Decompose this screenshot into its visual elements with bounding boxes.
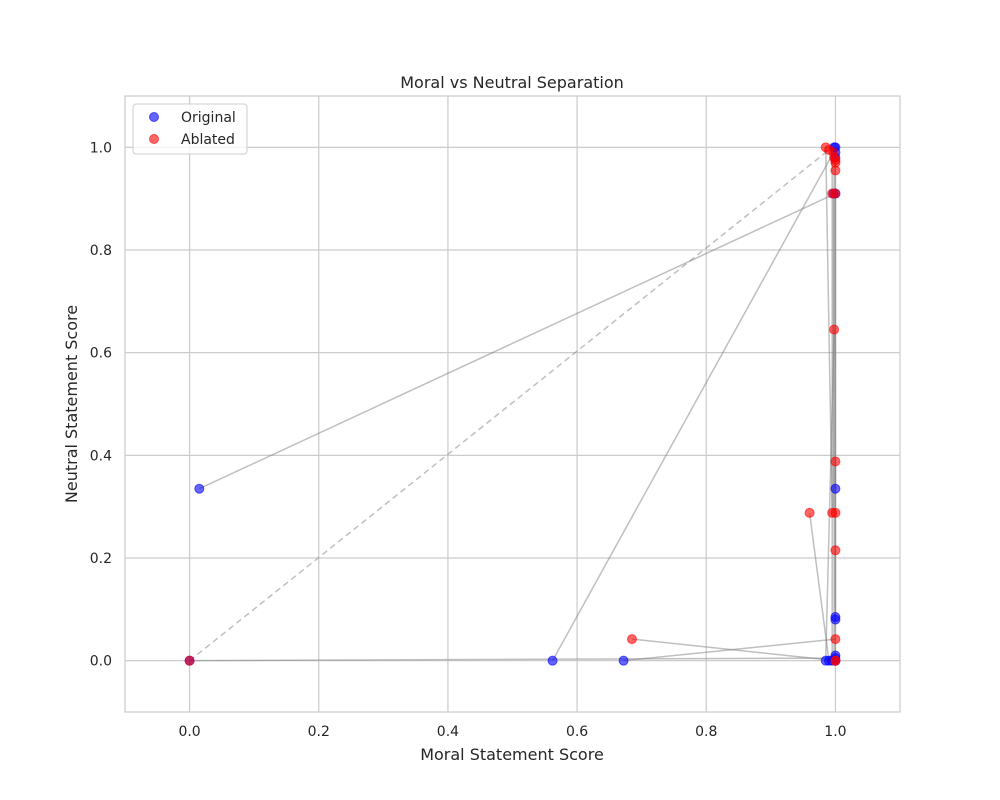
data-point-ablated [830,157,841,168]
data-point-original [194,483,205,494]
y-tick-label: 0.6 [90,346,112,362]
grid-lines [125,96,900,712]
legend-label-original: Original [181,110,236,126]
data-points [184,142,841,666]
x-tick-label: 0.0 [178,724,200,740]
data-point-ablated [830,545,841,556]
data-point-ablated [828,147,839,158]
data-point-ablated [184,655,195,666]
y-tick-label: 0.4 [90,448,112,464]
connector-line [189,657,836,662]
y-tick-labels: 0.0 0.2 0.4 0.6 0.8 1.0 [90,140,112,669]
legend-label-ablated: Ablated [181,132,235,148]
y-tick-label: 0.8 [90,243,112,259]
x-tick-label: 1.0 [824,724,846,740]
x-tick-label: 0.2 [308,724,330,740]
data-point-ablated [827,188,838,199]
chart-title: Moral vs Neutral Separation [400,73,624,92]
data-point-ablated [830,456,841,467]
data-point-ablated [626,634,637,645]
legend: Original Ablated [132,103,248,155]
legend-marker-original [149,112,159,122]
y-tick-label: 0.0 [90,654,112,670]
data-point-original [830,612,841,623]
y-tick-label: 1.0 [90,140,112,156]
connector-line [551,152,835,662]
connector-line [631,638,836,662]
connector-line [198,192,836,490]
x-tick-label: 0.6 [566,724,588,740]
connector-lines [189,147,837,662]
x-axis-label: Moral Statement Score [420,745,604,764]
x-tick-labels: 0.0 0.2 0.4 0.6 0.8 1.0 [178,724,846,740]
data-point-original [830,483,841,494]
data-point-ablated [830,507,841,518]
x-tick-label: 0.8 [695,724,717,740]
x-tick-label: 0.4 [437,724,459,740]
connector-line [189,149,830,662]
y-axis-label: Neutral Statement Score [62,305,81,503]
data-point-ablated [829,324,840,335]
y-tick-label: 0.2 [90,551,112,567]
data-point-ablated [830,655,841,666]
legend-marker-ablated [149,134,159,144]
data-point-ablated [804,507,815,518]
data-point-ablated [830,634,841,645]
data-point-original [618,655,629,666]
data-point-original [547,655,558,666]
legend-box [132,103,248,155]
plot-frame [124,95,901,713]
